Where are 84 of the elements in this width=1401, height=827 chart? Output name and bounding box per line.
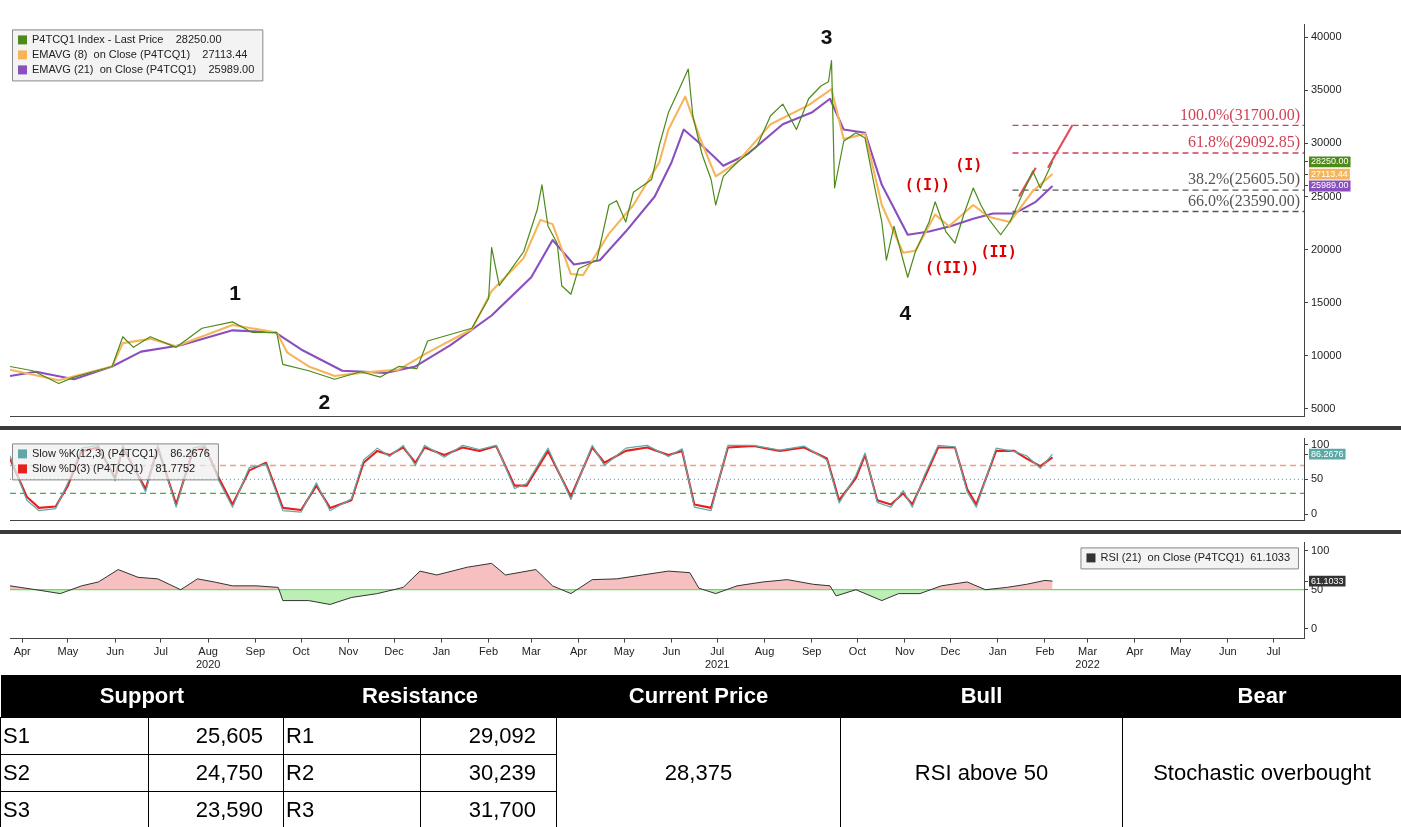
legend-label: EMAVG (21) on Close (P4TCQ1) 25989.00 <box>32 62 255 75</box>
ref-line-label: 100.0%(31700.00) <box>1180 105 1300 124</box>
x-tick-label: Feb <box>479 645 499 658</box>
text: S2 <box>0 754 149 792</box>
text: Resistance <box>283 675 557 718</box>
annotation: ((II)) <box>924 258 980 277</box>
text: Stochastic overbought <box>1122 717 1401 827</box>
text: Bear <box>1122 675 1401 718</box>
y-tick-label: 100 <box>1311 437 1330 450</box>
y-tick-label: 15000 <box>1311 295 1342 308</box>
x-tick-label: Oct <box>292 645 310 658</box>
annotation: 1 <box>229 280 242 304</box>
ref-line-label: 38.2%(25605.50) <box>1188 170 1300 189</box>
y-tick-label: 10000 <box>1311 348 1342 361</box>
x-tick-label: Jun <box>106 645 125 658</box>
y-tick-label: 86.2676 <box>1311 448 1344 459</box>
annotation: (II) <box>980 242 1017 261</box>
y-tick-label: 25989.00 <box>1311 180 1349 191</box>
y-tick-label: 35000 <box>1311 83 1342 96</box>
x-tick-label: Dec <box>384 645 405 658</box>
text: 24,750 <box>148 754 284 792</box>
annotation: 2 <box>318 389 331 413</box>
x-tick-label: Aug 2020 <box>195 645 221 671</box>
text: R2 <box>283 754 421 792</box>
y-tick-label: 100 <box>1311 543 1330 556</box>
x-tick-label: Jan <box>432 645 451 658</box>
x-tick-label: Jul 2021 <box>704 645 730 671</box>
text: 25,605 <box>148 717 284 755</box>
x-tick-label: Sep <box>801 645 822 658</box>
y-tick-label: 5000 <box>1311 401 1336 414</box>
y-tick-label: 50 <box>1311 472 1324 485</box>
text: RSI above 50 <box>840 717 1123 827</box>
legend-label: EMAVG (8) on Close (P4TCQ1) 27113.44 <box>32 47 248 60</box>
text: Bull <box>840 675 1123 718</box>
legend-label: RSI (21) on Close (P4TCQ1) 61.1033 <box>1100 550 1290 563</box>
text: 29,092 <box>420 717 557 755</box>
text: R3 <box>283 791 421 827</box>
x-tick-label: Aug <box>754 645 775 658</box>
annotation: (I) <box>955 156 983 175</box>
y-tick-label: 40000 <box>1311 30 1342 43</box>
annotation: 4 <box>899 301 912 325</box>
x-tick-label: Dec <box>940 645 961 658</box>
legend-label: Slow %D(3) (P4TCQ1) 81.7752 <box>32 461 196 474</box>
x-tick-label: Jan <box>988 645 1007 658</box>
x-tick-label: Apr <box>1126 645 1144 658</box>
x-tick-label: Apr <box>569 645 588 658</box>
text: Current Price <box>556 675 841 718</box>
y-tick-label: 28250.00 <box>1311 156 1349 167</box>
x-tick-label: Jun <box>1218 645 1237 658</box>
x-tick-label: May <box>57 645 79 658</box>
text: Support <box>0 675 284 718</box>
text: 28,375 <box>556 717 841 827</box>
y-tick-label: 25000 <box>1311 189 1342 202</box>
x-tick-label: Nov <box>338 645 359 658</box>
text: 23,590 <box>148 791 284 827</box>
x-tick-label: Apr <box>13 645 32 658</box>
ref-line-label: 61.8%(29092.85) <box>1188 133 1300 152</box>
x-tick-label: May <box>613 645 636 658</box>
text: 30,239 <box>420 754 557 792</box>
legend-label: P4TCQ1 Index - Last Price 28250.00 <box>32 32 222 45</box>
y-tick-label: 0 <box>1311 507 1318 520</box>
text: S3 <box>0 791 149 827</box>
text: 31,700 <box>420 791 557 827</box>
x-tick-label: Mar 2022 <box>1075 645 1100 671</box>
x-tick-label: Jul <box>1266 645 1281 658</box>
y-tick-label: 30000 <box>1311 136 1342 149</box>
y-tick-label: 61.1033 <box>1311 575 1344 586</box>
x-tick-label: May <box>1170 645 1192 658</box>
text: R1 <box>283 717 421 755</box>
text: S1 <box>0 717 149 755</box>
y-tick-label: 0 <box>1311 621 1318 634</box>
ref-line-label: 66.0%(23590.00) <box>1188 191 1300 210</box>
x-tick-label: Nov <box>894 645 915 658</box>
x-tick-label: Feb <box>1035 645 1055 658</box>
x-tick-label: Sep <box>245 645 266 658</box>
x-tick-label: Jul <box>153 645 168 658</box>
x-tick-label: Jun <box>662 645 681 658</box>
annotation: ((I)) <box>904 176 951 195</box>
x-tick-label: Mar <box>521 645 542 658</box>
annotation: 3 <box>820 25 833 49</box>
y-tick-label: 20000 <box>1311 242 1342 255</box>
x-tick-label: Oct <box>848 645 866 658</box>
legend-label: Slow %K(12,3) (P4TCQ1) 86.2676 <box>32 446 210 459</box>
y-tick-label: 27113.44 <box>1311 168 1348 179</box>
